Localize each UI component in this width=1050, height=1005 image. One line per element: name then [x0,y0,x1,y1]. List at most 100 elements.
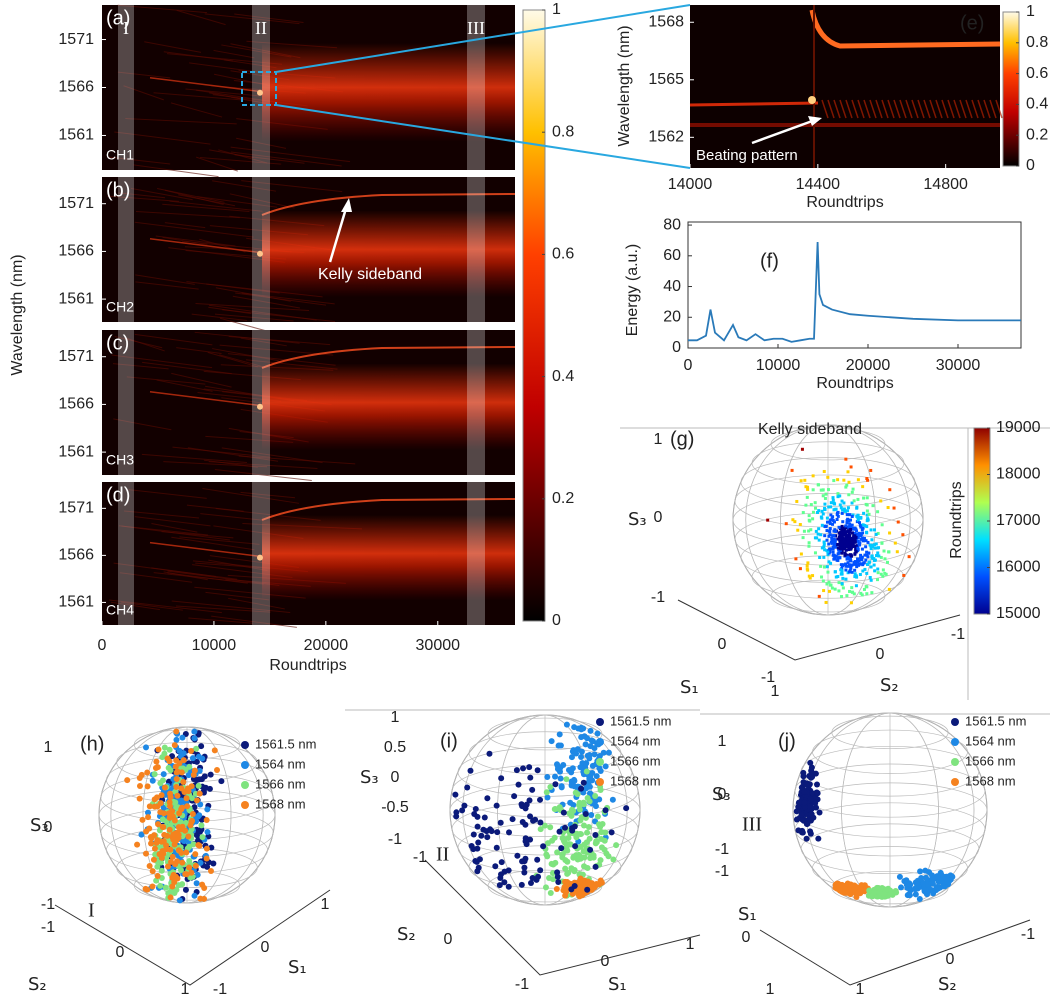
point-cloud [930,890,937,897]
point-cloud [188,795,195,802]
point-cloud [871,557,875,561]
point-cloud [554,849,561,856]
point-cloud [841,586,845,590]
point-cloud [169,874,176,881]
point-cloud [806,487,810,491]
point-cloud [845,534,849,538]
point-cloud [807,759,814,766]
point-cloud [896,520,900,524]
point-cloud [869,547,873,551]
legend-label: 1566 nm [965,753,1016,768]
point-cloud [805,564,809,568]
point-cloud [888,891,895,898]
heatmap-streak [171,372,232,388]
point-cloud [593,839,600,846]
point-cloud [464,784,471,791]
point-cloud [826,550,830,554]
point-cloud [568,865,575,872]
point-cloud [839,537,843,541]
point-cloud [188,869,195,876]
x-tick-label: 14000 [668,176,713,193]
point-cloud [822,542,826,546]
point-cloud [828,527,832,531]
y-tick-label: 40 [663,278,681,295]
point-cloud [176,747,183,754]
point-cloud [803,478,807,482]
legend-label: 1568 nm [965,773,1016,788]
heatmap-streak [163,571,208,581]
point-cloud [805,567,809,571]
point-cloud [567,799,574,806]
point-cloud [849,601,853,605]
point-cloud [472,805,479,812]
point-cloud [143,850,150,857]
point-cloud [854,532,858,536]
point-cloud [594,730,601,737]
point-cloud [580,801,587,808]
point-cloud [869,544,873,548]
point-cloud [158,792,165,799]
heatmap-streak [219,344,334,356]
point-cloud [173,736,180,743]
point-cloud [596,765,603,772]
region-band [252,330,270,475]
heatmap-spot [257,250,263,257]
panel-label: (j) [778,730,796,752]
point-cloud [174,858,181,865]
region-label: II [255,18,267,38]
point-cloud [840,582,844,586]
point-cloud [862,496,866,500]
point-cloud [855,529,859,533]
panel-label: (i) [440,730,458,752]
point-cloud [174,792,181,799]
point-cloud [836,537,840,541]
point-cloud [836,495,840,499]
point-cloud [185,833,192,840]
point-cloud [556,768,563,775]
point-cloud [880,523,884,527]
point-cloud [160,810,167,817]
point-cloud [859,553,863,557]
point-cloud [529,786,536,793]
point-cloud [162,884,169,891]
point-cloud [861,485,865,489]
point-cloud [544,794,551,801]
point-cloud [546,875,553,882]
point-cloud [830,536,834,540]
axis-tick-label: -1 [715,863,729,880]
heatmap-streak [134,516,211,527]
point-cloud [124,777,131,784]
point-cloud [885,560,889,564]
heatmap-streak [135,274,195,285]
point-cloud [796,528,800,532]
axis-tick-label: -0.5 [381,799,409,816]
heatmap-streak [124,337,165,352]
heatmap-streak [208,306,252,315]
point-cloud [605,749,612,756]
point-cloud [151,771,158,778]
point-cloud [191,804,198,811]
annotation-arrowhead [341,198,352,212]
point-cloud [876,531,880,535]
point-cloud [501,868,508,875]
axis-tick-label: -1 [41,896,55,913]
point-cloud [193,880,200,887]
point-cloud [195,782,202,789]
point-cloud [850,570,854,574]
point-cloud [811,488,815,492]
point-cloud [826,553,830,557]
point-cloud [182,886,189,893]
point-cloud [850,501,854,505]
point-cloud [833,570,837,574]
point-cloud [151,845,158,852]
axis-tick-label: 1 [654,431,663,448]
point-cloud [203,817,210,824]
y-tick-label: 1561 [58,443,94,460]
point-cloud [848,522,852,526]
colorbar-tick-label: 0.2 [1026,126,1048,143]
point-cloud [766,518,770,522]
point-cloud [836,887,843,894]
legend-label: 1568 nm [610,773,661,788]
point-cloud [569,827,576,834]
point-cloud [883,886,890,893]
